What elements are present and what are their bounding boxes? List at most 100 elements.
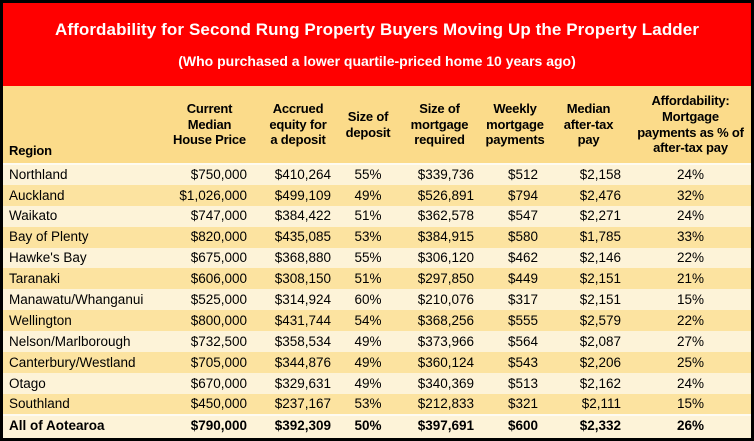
accrued-equity-cell: $435,085 [274,229,331,245]
region-cell: Hawke's Bay [9,250,87,266]
table-row: Southland $450,000 $237,167 53% $212,833… [3,393,751,415]
column-header-size-of-mortgage-required: Size of mortgage required [410,100,469,148]
table-body: Northland $750,000 $410,264 55% $339,736… [3,164,751,436]
accrued-equity-cell: $392,309 [274,417,331,433]
affordability-cell: 26% [676,417,705,433]
deposit-size-cell: 49% [354,187,382,203]
region-cell: Auckland [9,187,65,203]
affordability-cell: 22% [676,250,705,266]
weekly-payments-cell: $580 [507,229,538,245]
deposit-size-cell: 49% [354,333,382,349]
after-tax-pay-cell: $2,151 [579,271,621,287]
house-price-cell: $675,000 [190,250,247,266]
weekly-payments-cell: $564 [507,333,538,349]
after-tax-pay-cell: $2,111 [581,395,621,411]
after-tax-pay-cell: $2,271 [579,208,621,224]
deposit-size-cell: 49% [354,375,382,391]
title-banner: Affordability for Second Rung Property B… [3,3,751,86]
column-header-affordability-percent: Affordability: Mortgage payments as % of… [637,92,744,156]
deposit-size-cell: 50% [354,417,382,433]
affordability-cell: 27% [676,333,705,349]
region-cell: Wellington [9,312,72,328]
deposit-size-cell: 51% [354,271,382,287]
accrued-equity-cell: $431,744 [274,312,331,328]
deposit-size-cell: 54% [354,312,382,328]
table-header-row: Region Current Median House Price Accrue… [3,86,751,164]
house-price-cell: $670,000 [190,375,247,391]
after-tax-pay-cell: $2,162 [579,375,621,391]
column-header-accrued-equity-for-deposit: Accrued equity for a deposit [269,100,327,148]
after-tax-pay-cell: $2,158 [579,167,621,183]
accrued-equity-cell: $358,534 [274,333,331,349]
house-price-cell: $790,000 [190,417,247,433]
accrued-equity-cell: $344,876 [274,354,331,370]
after-tax-pay-cell: $2,332 [579,417,621,433]
house-price-cell: $450,000 [190,395,247,411]
region-cell: Northland [9,167,68,183]
table-row: Nelson/Marlborough $732,500 $358,534 49%… [3,331,751,353]
region-cell: Bay of Plenty [9,229,89,245]
table-row: Bay of Plenty $820,000 $435,085 53% $384… [3,226,751,248]
affordability-table: Region Current Median House Price Accrue… [3,86,751,436]
weekly-payments-cell: $600 [507,417,538,433]
table-row: Otago $670,000 $329,631 49% $340,369 $51… [3,372,751,394]
region-cell: Manawatu/Whanganui [9,292,144,308]
accrued-equity-cell: $384,422 [274,208,331,224]
table-row: Hawke's Bay $675,000 $368,880 55% $306,1… [3,247,751,269]
column-header-weekly-mortgage-payments: Weekly mortgage payments [485,100,545,148]
mortgage-required-cell: $340,369 [417,375,474,391]
weekly-payments-cell: $543 [507,354,538,370]
weekly-payments-cell: $462 [507,250,538,266]
weekly-payments-cell: $555 [507,312,538,328]
report-title: Affordability for Second Rung Property B… [54,20,700,39]
region-cell: All of Aotearoa [9,417,105,433]
weekly-payments-cell: $794 [507,187,538,203]
mortgage-required-cell: $339,736 [417,167,474,183]
report-subtitle: (Who purchased a lower quartile-priced h… [178,53,576,69]
accrued-equity-cell: $308,150 [274,271,331,287]
weekly-payments-cell: $513 [507,375,538,391]
house-price-cell: $800,000 [190,312,247,328]
deposit-size-cell: 60% [354,292,382,308]
column-header-region: Region [9,143,52,159]
region-cell: Canterbury/Westland [9,354,136,370]
table-row: Canterbury/Westland $705,000 $344,876 49… [3,352,751,373]
after-tax-pay-cell: $2,579 [579,312,621,328]
table-row: Northland $750,000 $410,264 55% $339,736… [3,164,751,185]
affordability-cell: 21% [676,271,705,287]
accrued-equity-cell: $237,167 [274,395,331,411]
deposit-size-cell: 51% [354,208,382,224]
table-row: Waikato $747,000 $384,422 51% $362,578 $… [3,205,751,227]
house-price-cell: $525,000 [190,292,247,308]
accrued-equity-cell: $499,109 [274,187,331,203]
mortgage-required-cell: $360,124 [417,354,474,370]
region-cell: Nelson/Marlborough [9,333,131,349]
weekly-payments-cell: $547 [507,208,538,224]
mortgage-required-cell: $362,578 [417,208,474,224]
region-cell: Otago [9,375,46,391]
accrued-equity-cell: $410,264 [274,167,331,183]
affordability-cell: 24% [676,167,705,183]
affordability-cell: 33% [676,229,705,245]
column-header-size-of-deposit: Size of deposit [345,108,391,140]
affordability-cell: 15% [676,395,705,411]
region-cell: Waikato [9,208,58,224]
after-tax-pay-cell: $1,785 [579,229,621,245]
mortgage-required-cell: $306,120 [417,250,474,266]
house-price-cell: $606,000 [190,271,247,287]
weekly-payments-cell: $449 [507,271,538,287]
deposit-size-cell: 55% [354,167,382,183]
weekly-payments-cell: $512 [507,167,538,183]
affordability-cell: 32% [676,187,705,203]
house-price-cell: $732,500 [190,333,247,349]
affordability-cell: 25% [676,354,705,370]
mortgage-required-cell: $397,691 [417,417,474,433]
after-tax-pay-cell: $2,146 [579,250,621,266]
table-row: Auckland $1,026,000 $499,109 49% $526,89… [3,184,751,206]
after-tax-pay-cell: $2,151 [579,292,621,308]
accrued-equity-cell: $314,924 [274,292,331,308]
weekly-payments-cell: $321 [507,395,538,411]
affordability-cell: 24% [676,208,705,224]
region-cell: Taranaki [9,271,61,287]
